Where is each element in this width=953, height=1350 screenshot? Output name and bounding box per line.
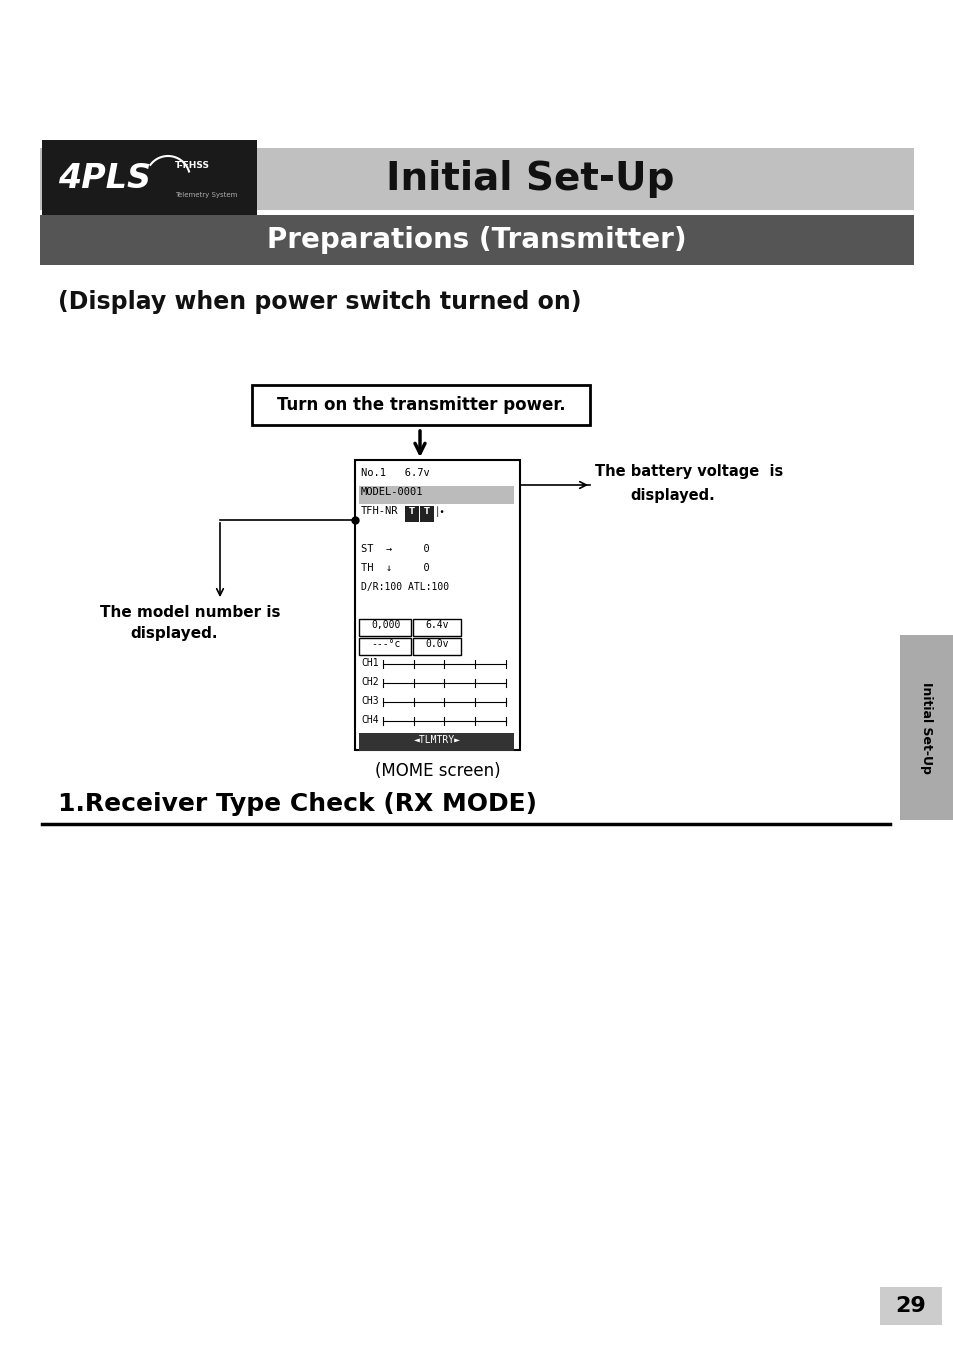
FancyBboxPatch shape	[252, 385, 589, 425]
Text: (MOME screen): (MOME screen)	[375, 761, 499, 780]
FancyBboxPatch shape	[355, 460, 519, 751]
Text: (Display when power switch turned on): (Display when power switch turned on)	[58, 290, 581, 315]
Bar	[879, 1287, 941, 1324]
Text: ◄TLMTRY►: ◄TLMTRY►	[414, 736, 460, 745]
Bar	[899, 634, 953, 819]
Text: ST  →     0: ST → 0	[360, 544, 429, 554]
Text: 4PLS: 4PLS	[58, 162, 151, 194]
Text: ---°c: ---°c	[371, 640, 400, 649]
Text: T: T	[424, 508, 430, 516]
Bar	[358, 733, 514, 751]
FancyBboxPatch shape	[413, 620, 460, 636]
Text: displayed.: displayed.	[130, 626, 217, 641]
Text: The battery voltage  is: The battery voltage is	[595, 464, 782, 479]
Text: MODEL-0001: MODEL-0001	[360, 487, 423, 497]
Text: The model number is: The model number is	[100, 605, 280, 620]
Text: 29: 29	[895, 1296, 925, 1316]
FancyBboxPatch shape	[358, 639, 411, 655]
Text: Initial Set-Up: Initial Set-Up	[385, 161, 674, 198]
Text: displayed.: displayed.	[629, 487, 714, 504]
Text: TH  ↓     0: TH ↓ 0	[360, 563, 429, 572]
Text: 0.0v: 0.0v	[425, 640, 448, 649]
Text: T: T	[409, 508, 415, 516]
Text: 6.4v: 6.4v	[425, 621, 448, 630]
Bar	[40, 215, 913, 265]
Text: TFH-NR: TFH-NR	[360, 506, 398, 516]
Text: CH2: CH2	[360, 676, 378, 687]
Text: │•: │•	[435, 506, 445, 517]
Text: Preparations (Transmitter): Preparations (Transmitter)	[267, 225, 686, 254]
Text: T-FHSS: T-FHSS	[174, 161, 210, 170]
Text: No.1   6.7v: No.1 6.7v	[360, 468, 429, 478]
Bar	[40, 148, 913, 211]
Text: CH1: CH1	[360, 657, 378, 668]
Bar	[405, 506, 418, 522]
Bar	[358, 486, 514, 504]
Text: 0,000: 0,000	[371, 621, 400, 630]
Text: CH4: CH4	[360, 716, 378, 725]
Text: CH3: CH3	[360, 697, 378, 706]
Text: 1.Receiver Type Check (RX MODE): 1.Receiver Type Check (RX MODE)	[58, 792, 537, 815]
Text: Telemetry System: Telemetry System	[174, 192, 237, 198]
Text: Turn on the transmitter power.: Turn on the transmitter power.	[276, 396, 565, 414]
FancyBboxPatch shape	[358, 620, 411, 636]
Bar	[42, 140, 256, 215]
Text: Initial Set-Up: Initial Set-Up	[920, 682, 933, 774]
Bar	[419, 506, 434, 522]
Text: D/R:100 ATL:100: D/R:100 ATL:100	[360, 582, 449, 593]
FancyBboxPatch shape	[413, 639, 460, 655]
